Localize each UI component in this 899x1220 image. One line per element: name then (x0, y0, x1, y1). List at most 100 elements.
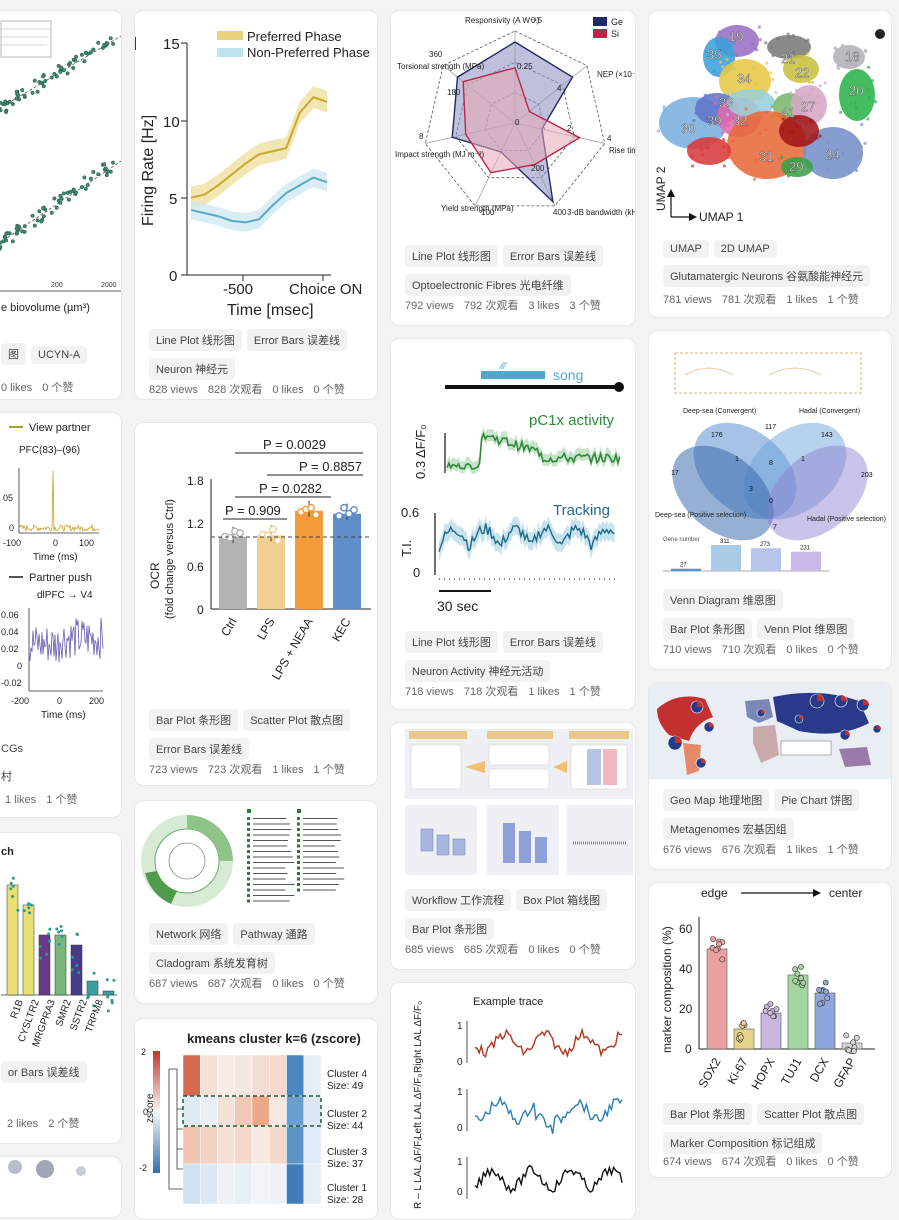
tag[interactable]: Box Plot 箱线图 (516, 889, 608, 911)
data-point (54, 205, 59, 210)
ocr-bar-chart: P = 0.0029 P = 0.8857 P = 0.0282 P = 0.9… (148, 437, 371, 682)
tag[interactable]: Glutamatergic Neurons 谷氨酸能神经元 (663, 265, 871, 287)
tag[interactable]: Error Bars 误差线 (246, 329, 348, 351)
views-count-cn: 674 次观看 (721, 1156, 777, 1168)
heatmap-cell (217, 1095, 235, 1127)
tag[interactable]: UCYN-A (31, 346, 88, 364)
tag[interactable]: Bar Plot 条形图 (405, 918, 495, 940)
card-marker-composition[interactable]: edge center 60 40 20 0 marker compositio… (648, 882, 892, 1178)
pie-slice (709, 722, 714, 727)
more-icon[interactable] (875, 29, 885, 39)
tag[interactable]: 2D UMAP (713, 240, 777, 258)
card-cladogram[interactable]: Network 网络 Pathway 通路 Cladogram 系统发育树 687 … (134, 800, 378, 1004)
umap-point (770, 46, 774, 50)
svg-text:NEP (×10⁻⁹ W Hz⁻¹ᐟ²): NEP (×10⁻⁹ W Hz⁻¹ᐟ²) (597, 70, 635, 79)
cluster-label: 32 (733, 113, 747, 128)
tag[interactable]: 村 (1, 771, 12, 783)
card-workflow[interactable]: Workflow 工作流程 Box Plot 箱线图 Bar Plot 条形图 68… (390, 722, 636, 970)
tag[interactable]: 图 (1, 343, 26, 365)
tag[interactable]: Bar Plot 条形图 (663, 618, 753, 640)
card-partial-bottom[interactable] (0, 1156, 122, 1218)
tag[interactable]: Metagenomes 宏基因组 (663, 818, 794, 840)
tag[interactable]: Workflow 工作流程 (405, 889, 512, 911)
tag[interactable]: Network 网络 (149, 923, 229, 945)
card-example-trace[interactable]: Example trace Right LAL ΔF/F₀ Left LAL Δ… (390, 982, 636, 1220)
tag[interactable]: CGs (1, 743, 23, 755)
tag[interactable]: Error Bars 误差线 (502, 631, 604, 653)
umap-point (720, 131, 724, 135)
likes-count-cn: 1 个赞 (569, 686, 601, 698)
legend-marker (247, 877, 250, 881)
tag[interactable]: Error Bars 误差线 (149, 738, 250, 760)
data-point (41, 84, 46, 89)
data-point (45, 952, 49, 956)
data-point (26, 902, 30, 906)
umap-point (776, 156, 780, 160)
data-point (96, 40, 101, 45)
tag[interactable]: Cladogram 系统发育树 (149, 952, 275, 974)
tag[interactable]: Line Plot 线形图 (405, 245, 498, 267)
legend-marker (247, 833, 250, 837)
tag[interactable]: Pathway 通路 (233, 923, 315, 945)
data-point (32, 78, 37, 83)
tag[interactable]: UMAP (663, 240, 709, 258)
venn-count: 8 (769, 460, 773, 467)
card-ocr-bars[interactable]: P = 0.0029 P = 0.8857 P = 0.0282 P = 0.9… (134, 422, 378, 786)
card-venn[interactable]: Deep-sea (Convergent) Hadal (Convergent)… (648, 330, 892, 670)
umap-point (753, 46, 757, 51)
tag[interactable]: Optoelectronic Fibres 光电纤维 (405, 274, 571, 296)
card-geo-map[interactable]: Geo Map 地理地图 Pie Chart 饼图 Metagenomes 宏基因组… (648, 682, 892, 870)
umap-point (787, 35, 791, 39)
umap-point (776, 36, 780, 41)
tag[interactable]: Pie Chart 饼图 (774, 789, 860, 811)
tag[interactable]: or Bars 误差线 (1, 1061, 87, 1083)
card-stats: 687 views 687 次观看 0 likes 0 个赞 (149, 975, 355, 991)
card-kmeans-heatmap[interactable]: kmeans cluster k=6 (zscore) 2 0 -2 zscor… (134, 1018, 378, 1220)
card-ucyn[interactable]: 200 2000 e biovolume (µm³) 图 UCYN-A 0 lik… (0, 10, 122, 400)
data-point (4, 238, 9, 243)
tag[interactable]: Bar Plot 条形图 (149, 709, 239, 731)
tag[interactable]: Venn Plot 维恩图 (757, 618, 855, 640)
card-pc1x[interactable]: ⁄⁄⁄ song pC1x activity 0.3 ΔF/F₀ Trackin… (390, 338, 636, 710)
umap-point (765, 61, 769, 65)
kmeans-heatmap: kmeans cluster k=6 (zscore) 2 0 -2 zscor… (139, 1031, 367, 1206)
tag[interactable]: Venn Diagram 维恩图 (663, 589, 783, 611)
data-point (4, 109, 9, 114)
card-umap[interactable]: 19 35 21 18 34 22 20 30 39 32 33 41 27 31 24 29 UMAP 1 … (648, 10, 892, 318)
data-point (82, 59, 87, 64)
tag-list: 图 UCYN-A (1, 343, 111, 372)
card-view-partner[interactable]: View partner PFC(83)–(96) 05 0 -100 0 10… (0, 412, 122, 818)
data-point (773, 1006, 780, 1013)
svg-text:UMAP 2: UMAP 2 (654, 166, 668, 211)
svg-text:T.I.: T.I. (399, 540, 414, 557)
tag[interactable]: Line Plot 线形图 (149, 329, 242, 351)
tag[interactable]: Geo Map 地理地图 (663, 789, 770, 811)
card-receptor-bars[interactable]: ch R1B CYSLTR2 MRGPRA3 SMR2 SSTR2 TRPM8 or Ba… (0, 832, 122, 1144)
tag[interactable]: Scatter Plot 散点图 (243, 709, 351, 731)
card-thumbnail: edge center 60 40 20 0 marker compositio… (649, 883, 891, 1093)
card-firing-rate[interactable]: ] Preferred Phase Non-Preferred Phase 15… (134, 10, 378, 400)
venn-count: 203 (861, 472, 873, 479)
tag[interactable]: Bar Plot 条形图 (663, 1103, 753, 1125)
svg-text:-500: -500 (223, 281, 253, 298)
tag[interactable]: Scatter Plot 散点图 (757, 1103, 865, 1125)
svg-text:15: 15 (163, 36, 180, 53)
data-point (60, 935, 64, 939)
tag[interactable]: Neuron 神经元 (149, 358, 236, 380)
umap-point (823, 81, 827, 85)
umap-point (810, 87, 814, 92)
data-point (96, 172, 101, 177)
tag[interactable]: Marker Composition 标记组成 (663, 1132, 823, 1154)
umap-point (798, 75, 802, 80)
data-point (798, 964, 804, 970)
tag[interactable]: Line Plot 线形图 (405, 631, 498, 653)
svg-text:PFC(83)–(96): PFC(83)–(96) (19, 445, 80, 456)
tag[interactable]: Neuron Activity 神经元活动 (405, 660, 551, 682)
data-point (716, 941, 722, 948)
umap-point (712, 69, 716, 74)
likes-count: 0 likes (272, 384, 304, 396)
tag[interactable]: Error Bars 误差线 (502, 245, 604, 267)
data-point (59, 196, 64, 201)
card-radar[interactable]: Ge Si Responsivity (A W⁻¹) 0.5 NEP (×10⁻… (390, 10, 636, 326)
data-point (32, 223, 37, 228)
